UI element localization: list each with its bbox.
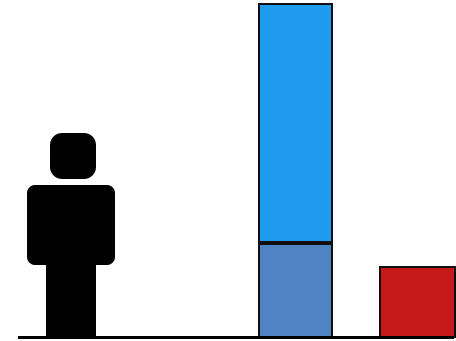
tall-block-lower [258,243,333,338]
person-head [50,133,96,179]
ground-line [18,336,454,339]
small-red-block [379,266,456,338]
person-legs [46,258,96,338]
tall-block-upper [258,3,333,243]
person-torso [27,185,115,265]
